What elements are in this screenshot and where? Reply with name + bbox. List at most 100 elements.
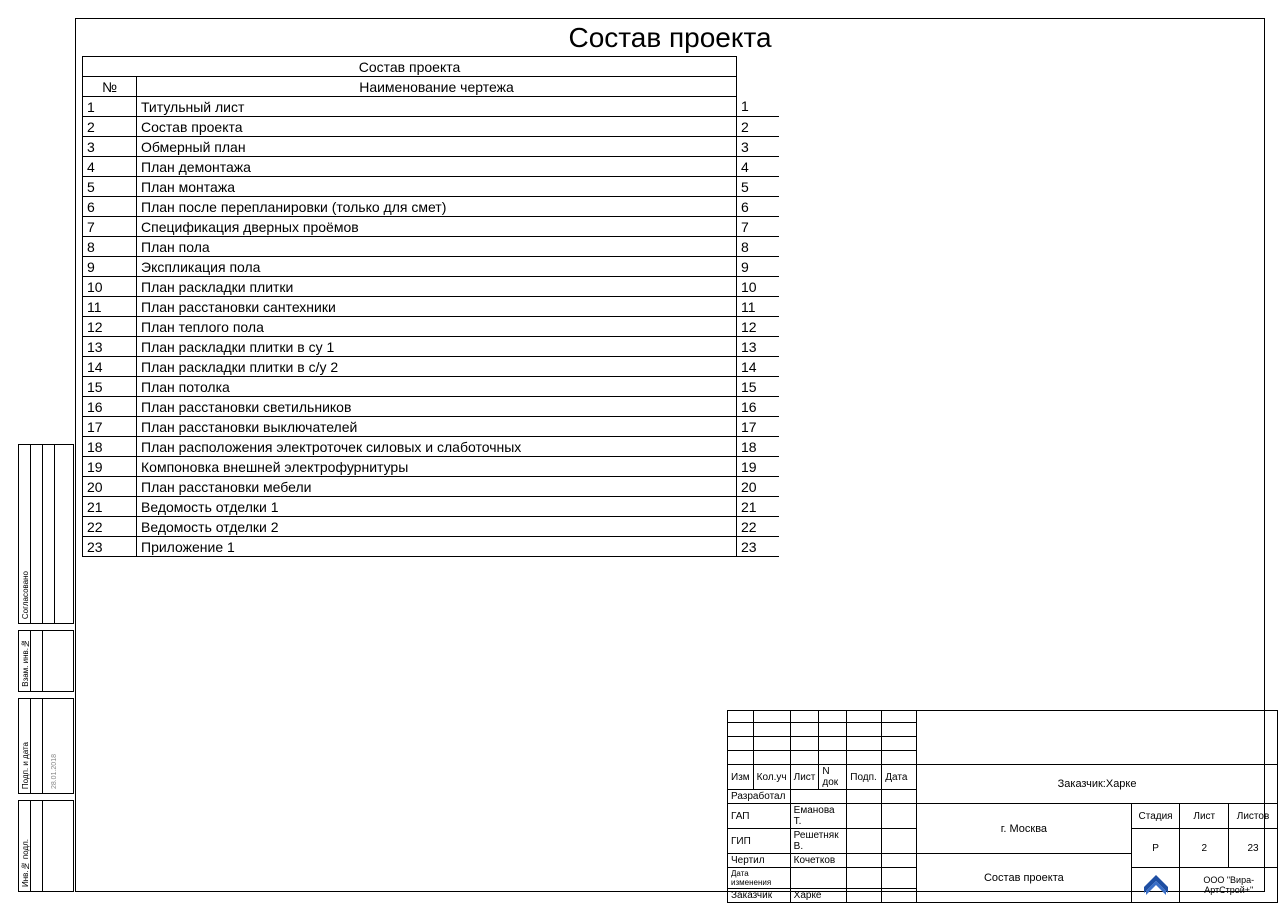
cell-page: 13 xyxy=(737,337,779,357)
tb-hdr-ndok: N док xyxy=(819,765,847,790)
cell-number: 14 xyxy=(83,357,137,377)
stamp-vzam: Взам. инв.№ xyxy=(18,630,74,692)
cell-page: 11 xyxy=(737,297,779,317)
cell-drawing-name: Спецификация дверных проёмов xyxy=(137,217,737,237)
cell-page: 7 xyxy=(737,217,779,237)
cell-drawing-name: План теплого пола xyxy=(137,317,737,337)
cell-drawing-name: План потолка xyxy=(137,377,737,397)
cell-drawing-name: План расположения электроточек силовых и… xyxy=(137,437,737,457)
table-row: 9Экспликация пола9 xyxy=(83,257,779,277)
cell-number: 17 xyxy=(83,417,137,437)
table-row: 21Ведомость отделки 121 xyxy=(83,497,779,517)
table-row: 16План расстановки светильников16 xyxy=(83,397,779,417)
cell-number: 11 xyxy=(83,297,137,317)
cell-number: 1 xyxy=(83,97,137,117)
cell-page: 8 xyxy=(737,237,779,257)
tb-hdr-koluch: Кол.уч xyxy=(753,765,790,790)
cell-page: 12 xyxy=(737,317,779,337)
cell-number: 23 xyxy=(83,537,137,557)
table-row: 3Обмерный план3 xyxy=(83,137,779,157)
table-row: 15План потолка15 xyxy=(83,377,779,397)
table-row: 12План теплого пола12 xyxy=(83,317,779,337)
cell-page: 4 xyxy=(737,157,779,177)
table-row: 4План демонтажа4 xyxy=(83,157,779,177)
cell-page: 9 xyxy=(737,257,779,277)
cell-drawing-name: План раскладки плитки в су 1 xyxy=(137,337,737,357)
cell-number: 8 xyxy=(83,237,137,257)
cell-drawing-name: План раскладки плитки xyxy=(137,277,737,297)
table-row: 6План после перепланировки (только для с… xyxy=(83,197,779,217)
cell-number: 12 xyxy=(83,317,137,337)
cell-number: 10 xyxy=(83,277,137,297)
tb-zakazchik-name: Харке xyxy=(790,889,847,903)
cell-drawing-name: План расстановки мебели xyxy=(137,477,737,497)
cell-drawing-name: Компоновка внешней электрофурнитуры xyxy=(137,457,737,477)
cell-page: 19 xyxy=(737,457,779,477)
table-row: 8План пола8 xyxy=(83,237,779,257)
tb-stadia-hdr: Стадия xyxy=(1131,804,1180,829)
tb-hdr-data: Дата xyxy=(882,765,917,790)
cell-number: 13 xyxy=(83,337,137,357)
tb-list-hdr: Лист xyxy=(1180,804,1229,829)
tb-top-empty xyxy=(917,711,1278,765)
table-row: 17План расстановки выключателей17 xyxy=(83,417,779,437)
table-row: 22Ведомость отделки 222 xyxy=(83,517,779,537)
cell-page: 2 xyxy=(737,117,779,137)
cell-number: 6 xyxy=(83,197,137,217)
page-title: Состав проекта xyxy=(75,22,1265,54)
tb-gap-name: Еманова Т. xyxy=(790,804,847,829)
cell-page: 1 xyxy=(737,97,779,117)
tb-list-val: 2 xyxy=(1180,829,1229,868)
table-row: 10План раскладки плитки10 xyxy=(83,277,779,297)
cell-number: 16 xyxy=(83,397,137,417)
cell-drawing-name: Титульный лист xyxy=(137,97,737,117)
table-row: 11План расстановки сантехники11 xyxy=(83,297,779,317)
tb-row-razrab: Разработал xyxy=(728,790,791,804)
cell-number: 9 xyxy=(83,257,137,277)
table-row: 18План расположения электроточек силовых… xyxy=(83,437,779,457)
stamp-agreed: Согласовано xyxy=(18,444,74,624)
cell-number: 19 xyxy=(83,457,137,477)
label-inv-podl: Инв.№ подл. xyxy=(21,839,30,887)
title-block: Изм Кол.уч Лист N док Подп. Дата Заказчи… xyxy=(727,710,1278,903)
table-row: 23Приложение 123 xyxy=(83,537,779,557)
tb-row-gip: ГИП xyxy=(728,829,791,854)
tb-listov-val: 23 xyxy=(1229,829,1278,868)
label-vzam: Взам. инв.№ xyxy=(21,639,30,687)
table-row: 5План монтажа5 xyxy=(83,177,779,197)
tb-customer: Заказчик:Харке xyxy=(917,765,1278,804)
table-row: 7Спецификация дверных проёмов7 xyxy=(83,217,779,237)
cell-drawing-name: План после перепланировки (только для см… xyxy=(137,197,737,217)
cell-page: 22 xyxy=(737,517,779,537)
label-podp-data: Подп. и дата xyxy=(21,742,30,789)
col-header-number: № xyxy=(83,77,137,97)
cell-page: 18 xyxy=(737,437,779,457)
cell-number: 3 xyxy=(83,137,137,157)
cell-page: 16 xyxy=(737,397,779,417)
company-logo-icon xyxy=(1131,868,1180,903)
table-row: 2Состав проекта2 xyxy=(83,117,779,137)
cell-page: 17 xyxy=(737,417,779,437)
tb-row-zakazchik: Заказчик xyxy=(728,889,791,903)
cell-number: 4 xyxy=(83,157,137,177)
cell-page: 21 xyxy=(737,497,779,517)
cell-number: 18 xyxy=(83,437,137,457)
label-date-small: 28.01.2018 xyxy=(51,754,58,789)
label-agreed: Согласовано xyxy=(21,571,30,619)
cell-number: 21 xyxy=(83,497,137,517)
cell-number: 20 xyxy=(83,477,137,497)
tb-chertil-name: Кочетков xyxy=(790,854,847,868)
tb-row-dataizm: Дата изменения xyxy=(728,868,791,889)
tb-company: ООО "Вира-АртСтрой+" xyxy=(1180,868,1278,903)
cell-page: 5 xyxy=(737,177,779,197)
cell-drawing-name: Состав проекта xyxy=(137,117,737,137)
tb-hdr-list: Лист xyxy=(790,765,819,790)
cell-drawing-name: Ведомость отделки 2 xyxy=(137,517,737,537)
cell-number: 5 xyxy=(83,177,137,197)
tb-gip-name: Решетняк В. xyxy=(790,829,847,854)
cell-number: 2 xyxy=(83,117,137,137)
cell-drawing-name: План монтажа xyxy=(137,177,737,197)
side-stamp-column: Согласовано Взам. инв.№ Подп. и дата 28.… xyxy=(18,444,74,892)
cell-page: 23 xyxy=(737,537,779,557)
table-row: 1Титульный лист1 xyxy=(83,97,779,117)
